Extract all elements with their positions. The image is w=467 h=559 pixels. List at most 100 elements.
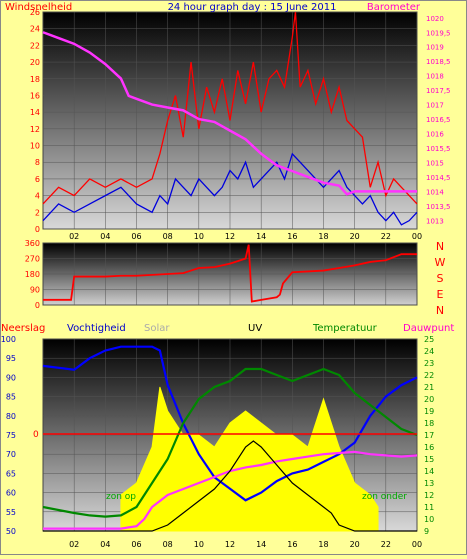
- wind-tick-label: 26: [30, 8, 40, 17]
- barometer-tick-label: 1017,5: [426, 87, 451, 95]
- wind-tick-label: 12: [30, 125, 40, 134]
- dewpoint-label: Dauwpunt: [403, 323, 454, 334]
- barometer-tick-label: 1015: [426, 159, 444, 167]
- climate-panel-series: [42, 345, 418, 532]
- climate-panel-x-axis: 02 04 06 08 10 12 14 16 18 20 22 00: [69, 540, 422, 549]
- temperature-label: Temperatuur: [312, 323, 378, 334]
- climate-x-tick-label: 00: [412, 540, 422, 549]
- wind-tick-label: 8: [35, 158, 40, 167]
- vochtigheid-line: [42, 345, 418, 502]
- chart-title: 24 hour graph day : 15 June 2011: [168, 2, 337, 13]
- barometer-tick-label: 1016,5: [426, 116, 451, 124]
- sunset-label: zon onder: [362, 492, 407, 502]
- climate-x-tick-label: 08: [163, 540, 173, 549]
- compass-label: W: [435, 256, 446, 269]
- temperature-axis: 9 10 11 12 13 14 15 16 17 18 19 20 21 22 23 24 25: [424, 335, 434, 536]
- temperature-tick-label: 17: [424, 431, 434, 440]
- barometer-label: Barometer: [367, 2, 421, 13]
- barometer-tick-label: 1015,5: [426, 145, 451, 153]
- direction-tick-label: 0: [35, 301, 40, 310]
- direction-tick-label: 270: [25, 255, 40, 264]
- humidity-tick-label: 90: [6, 373, 16, 382]
- rain-zero-label: 0: [33, 430, 39, 440]
- barometer-tick-label: 1014: [426, 188, 444, 196]
- humidity-tick-label: 70: [6, 450, 16, 459]
- wind-panel-x-axis: 02 04 06 08 10 12 14 16 18 20 22 00: [69, 232, 422, 241]
- humidity-tick-label: 55: [6, 508, 16, 517]
- temperature-tick-label: 18: [424, 419, 434, 428]
- humidity-tick-label: 50: [6, 527, 16, 536]
- windsnelheid-mean-line: [42, 152, 418, 226]
- wind-tick-label: 2: [35, 208, 40, 217]
- wind-x-tick-label: 06: [131, 232, 141, 241]
- humidity-tick-label: 85: [6, 393, 16, 402]
- solar-area-shape: [120, 386, 379, 532]
- wind-x-tick-label: 08: [163, 232, 173, 241]
- temperature-tick-label: 23: [424, 359, 434, 368]
- temperature-tick-label: 21: [424, 383, 434, 392]
- wind-tick-label: 20: [30, 58, 40, 67]
- climate-x-tick-label: 02: [69, 540, 79, 549]
- humidity-tick-label: 80: [6, 412, 16, 421]
- wind-tick-label: 14: [30, 108, 40, 117]
- climate-x-tick-label: 10: [194, 540, 204, 549]
- barometer-tick-label: 1018: [426, 73, 444, 81]
- humidity-tick-label: 100: [1, 335, 16, 344]
- barometer-tick-label: 1016: [426, 131, 444, 139]
- wind-tick-label: 16: [30, 91, 40, 100]
- wind-x-tick-label: 18: [318, 232, 328, 241]
- barometer-axis: 1013 1013,5 1014 1014,5 1015 1015,5 1016 1016,5…: [426, 15, 451, 226]
- barometer-tick-label: 1020: [426, 15, 444, 23]
- wind-tick-label: 4: [35, 192, 40, 201]
- wind-x-tick-label: 12: [225, 232, 235, 241]
- wind-x-tick-label: 02: [69, 232, 79, 241]
- temperature-tick-label: 22: [424, 371, 434, 380]
- direction-tick-label: 180: [25, 270, 40, 279]
- direction-degree-axis: 0 90 180 270 360: [25, 239, 40, 310]
- wind-tick-label: 18: [30, 75, 40, 84]
- temperature-tick-label: 25: [424, 335, 434, 344]
- barometer-tick-label: 1013: [426, 217, 444, 225]
- barometer-tick-label: 1018,5: [426, 58, 451, 66]
- humidity-label: Vochtigheid: [67, 323, 126, 334]
- sunrise-label: zon op: [106, 492, 136, 502]
- compass-label: E: [437, 288, 444, 301]
- wind-tick-label: 10: [30, 142, 40, 151]
- barometer-line: [42, 31, 417, 196]
- wind-tick-label: 6: [35, 175, 40, 184]
- solar-area: [120, 386, 379, 532]
- temperature-tick-label: 11: [424, 503, 434, 512]
- temperature-tick-label: 24: [424, 347, 434, 356]
- temperature-tick-label: 16: [424, 443, 434, 452]
- humidity-tick-label: 60: [6, 489, 16, 498]
- temperatuur-line: [42, 367, 418, 518]
- temperature-tick-label: 13: [424, 479, 434, 488]
- climate-x-tick-label: 20: [350, 540, 360, 549]
- climate-x-tick-label: 18: [318, 540, 328, 549]
- humidity-tick-label: 95: [6, 354, 16, 363]
- barometer-tick-label: 1013,5: [426, 203, 451, 211]
- climate-x-tick-label: 14: [256, 540, 266, 549]
- solar-label: Solar: [144, 323, 170, 334]
- wind-x-tick-label: 16: [287, 232, 297, 241]
- rain-label: Neerslag: [1, 323, 45, 334]
- wind-x-tick-label: 10: [194, 232, 204, 241]
- compass-label: S: [437, 272, 444, 285]
- uv-label: UV: [248, 323, 262, 334]
- wind-x-tick-label: 00: [412, 232, 422, 241]
- barometer-tick-label: 1019: [426, 44, 444, 52]
- barometer-tick-label: 1019,5: [426, 29, 451, 37]
- uv-line: [43, 440, 417, 532]
- temperature-tick-label: 9: [424, 527, 429, 536]
- wind-speed-label: Windsnelheid: [5, 2, 72, 13]
- direction-tick-label: 90: [30, 286, 40, 295]
- humidity-tick-label: 65: [6, 469, 16, 478]
- compass-label: N: [436, 304, 444, 317]
- temperature-tick-label: 14: [424, 467, 434, 476]
- barometer-tick-label: 1014,5: [426, 174, 451, 182]
- wind-tick-label: 22: [30, 41, 40, 50]
- wind-tick-label: 0: [35, 225, 40, 234]
- direction-panel-series: [43, 244, 417, 303]
